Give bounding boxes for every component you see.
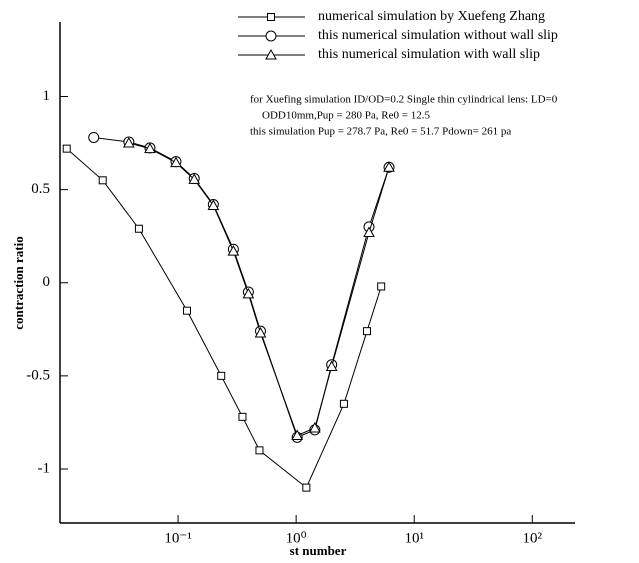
x-tick-label: 10⁻¹	[164, 530, 191, 546]
y-tick-label: 1	[43, 88, 51, 104]
x-tick-label: 10²	[523, 530, 543, 546]
point	[182, 306, 191, 315]
point	[325, 360, 338, 372]
point	[62, 144, 71, 153]
point	[255, 446, 264, 455]
point	[339, 399, 348, 408]
annotation: for Xuefing simulation ID/OD=0.2 Single …	[250, 94, 558, 106]
point	[308, 421, 321, 433]
point	[123, 137, 135, 148]
x-tick-label: 10⁰	[286, 530, 307, 546]
point	[362, 327, 371, 336]
point	[170, 156, 182, 168]
y-tick-label: 0.5	[31, 181, 50, 197]
point	[134, 224, 143, 233]
legend-label: this numerical simulation without wall s…	[318, 28, 558, 43]
point	[207, 199, 220, 210]
series-line	[128, 142, 390, 437]
point	[242, 287, 255, 299]
legend-marker	[265, 30, 277, 42]
point	[227, 245, 240, 256]
point	[377, 282, 386, 291]
y-tick-label: -0.5	[26, 367, 50, 383]
point	[302, 483, 311, 492]
y-axis-label: contraction ratio	[11, 236, 26, 330]
point	[363, 226, 375, 237]
point	[254, 327, 267, 338]
point	[383, 161, 395, 172]
point	[217, 371, 226, 380]
annotation: this simulation Pup = 278.7 Pa, Re0 = 51…	[250, 126, 511, 138]
series-line	[93, 136, 390, 438]
legend-label: this numerical simulation with wall slip	[318, 47, 540, 62]
point	[98, 176, 107, 185]
legend-marker	[265, 48, 277, 60]
point	[188, 173, 201, 184]
point	[144, 142, 156, 154]
point	[88, 131, 100, 143]
legend-marker	[267, 13, 275, 21]
y-tick-label: 0	[43, 274, 51, 290]
x-axis-label: st number	[290, 543, 347, 558]
point	[291, 429, 304, 440]
y-tick-label: -1	[38, 460, 51, 476]
annotation: ODD10mm,Pup = 280 Pa, Re0 = 12.5	[262, 110, 430, 122]
x-tick-label: 10¹	[404, 530, 424, 546]
point	[238, 412, 247, 421]
series-line	[66, 148, 382, 489]
legend-label: numerical simulation by Xuefeng Zhang	[318, 9, 545, 24]
